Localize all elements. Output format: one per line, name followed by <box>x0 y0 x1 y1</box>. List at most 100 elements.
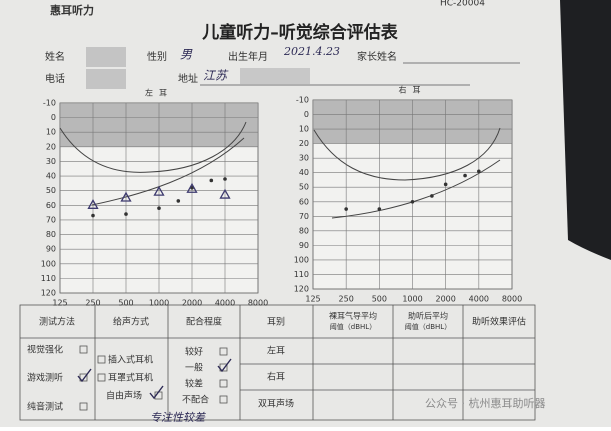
option: 自由声场 <box>106 390 142 402</box>
y-tick-label: 0 <box>304 110 309 119</box>
y-tick-label: 80 <box>299 226 309 235</box>
x-tick-label: 1000 <box>149 299 169 308</box>
x-tick-label: 1000 <box>402 295 422 304</box>
option: 纯音测试 <box>27 401 63 413</box>
y-tick-label: 30 <box>46 157 56 166</box>
label: 电话 <box>45 72 65 85</box>
x-tick-label: 4000 <box>215 299 235 308</box>
y-tick-label: 50 <box>46 186 56 195</box>
x-tick-label: 8000 <box>248 299 268 308</box>
y-tick-label: 80 <box>46 230 56 239</box>
y-tick-label: 40 <box>299 168 309 177</box>
data-point <box>430 194 434 198</box>
keyboard <box>560 0 611 260</box>
label: 地址 <box>178 72 198 85</box>
option: 较好 <box>185 346 203 358</box>
x-tick-label: 8000 <box>502 295 522 304</box>
x-tick-label: 2000 <box>182 299 202 308</box>
x-tick-label: 2000 <box>435 295 455 304</box>
value: 2021.4.23 <box>283 45 340 58</box>
option: 耳罩式耳机 <box>108 372 153 384</box>
checkbox <box>219 347 228 356</box>
data-point <box>120 191 132 202</box>
checkbox <box>79 345 88 354</box>
y-tick-label: -10 <box>43 99 56 108</box>
ear: 双耳声场 <box>258 398 294 410</box>
checkbox <box>219 379 228 388</box>
redacted <box>86 47 126 67</box>
y-tick-label: 60 <box>46 201 56 210</box>
checkbox <box>97 355 106 364</box>
ear: 左耳 <box>267 345 285 357</box>
y-tick-label: 20 <box>46 142 56 151</box>
y-tick-label: 120 <box>41 289 56 298</box>
data-point <box>410 199 415 204</box>
y-tick-label: 10 <box>46 128 56 137</box>
y-tick-label: 100 <box>41 259 56 268</box>
handwritten-note: 专注性较差 <box>150 411 206 424</box>
y-tick-label: 90 <box>46 245 56 254</box>
y-tick-label: 0 <box>51 113 56 122</box>
value: 男 <box>180 48 193 62</box>
form-code: HC-20004 <box>440 0 485 9</box>
table-header: 测试方法 <box>39 316 75 328</box>
table-header: 阈值（dBHL） <box>330 322 376 331</box>
y-tick-label: 120 <box>294 285 309 294</box>
y-tick-label: 70 <box>46 215 56 224</box>
ear: 右耳 <box>267 371 285 383</box>
data-point <box>209 178 214 183</box>
speech-curve <box>91 137 245 206</box>
chart-title: 左耳 <box>145 88 173 98</box>
checkbox <box>97 373 106 382</box>
chart-title: 右耳 <box>399 85 427 95</box>
data-point <box>176 199 181 203</box>
table-header: 助听后平均 <box>408 311 448 321</box>
label: 性别 <box>147 50 167 63</box>
table-header: 配合程度 <box>186 316 222 328</box>
y-tick-label: 40 <box>46 172 56 181</box>
x-tick-label: 125 <box>305 295 320 304</box>
option: 较差 <box>185 378 203 390</box>
data-point <box>91 213 95 218</box>
label: 家长姓名 <box>357 50 397 63</box>
label: 出生年月 <box>228 50 268 63</box>
table-header: 阈值（dBHL） <box>405 322 451 331</box>
y-tick-label: 60 <box>299 197 309 206</box>
y-tick-label: 50 <box>299 183 309 192</box>
label: 姓名 <box>45 50 65 63</box>
y-tick-label: 20 <box>299 139 309 148</box>
data-point <box>124 212 128 216</box>
value: 江苏 <box>203 69 229 83</box>
y-tick-label: 110 <box>294 270 309 279</box>
data-point <box>157 206 161 211</box>
option: 不配合 <box>182 394 209 406</box>
option: 视觉强化 <box>27 344 63 356</box>
y-tick-label: 10 <box>299 125 309 134</box>
table-header: 裸耳气导平均 <box>329 311 377 321</box>
checkbox <box>219 395 228 404</box>
title: 儿童听力–听觉综合评估表 <box>201 22 398 43</box>
option: 插入式耳机 <box>108 354 153 366</box>
redacted <box>86 69 126 89</box>
watermark: 公众号 · 杭州惠耳助听器 <box>425 396 546 410</box>
data-point <box>219 188 231 199</box>
data-point <box>344 207 348 211</box>
speech-curve <box>313 127 501 181</box>
x-tick-label: 250 <box>339 295 354 304</box>
data-point <box>377 207 382 211</box>
y-tick-label: 100 <box>294 255 309 264</box>
option: 一般 <box>185 362 203 374</box>
y-tick-label: 110 <box>41 274 56 283</box>
data-point <box>87 198 99 209</box>
table-border <box>19 304 536 421</box>
x-tick-label: 250 <box>85 299 100 308</box>
table-header: 给声方式 <box>113 316 149 328</box>
data-point <box>186 182 198 193</box>
x-tick-label: 125 <box>52 299 67 308</box>
y-tick-label: 90 <box>299 241 309 250</box>
x-tick-label: 500 <box>372 295 387 304</box>
data-point <box>463 173 467 178</box>
table-header: 助听效果评估 <box>472 316 526 328</box>
y-tick-label: 70 <box>299 212 309 221</box>
